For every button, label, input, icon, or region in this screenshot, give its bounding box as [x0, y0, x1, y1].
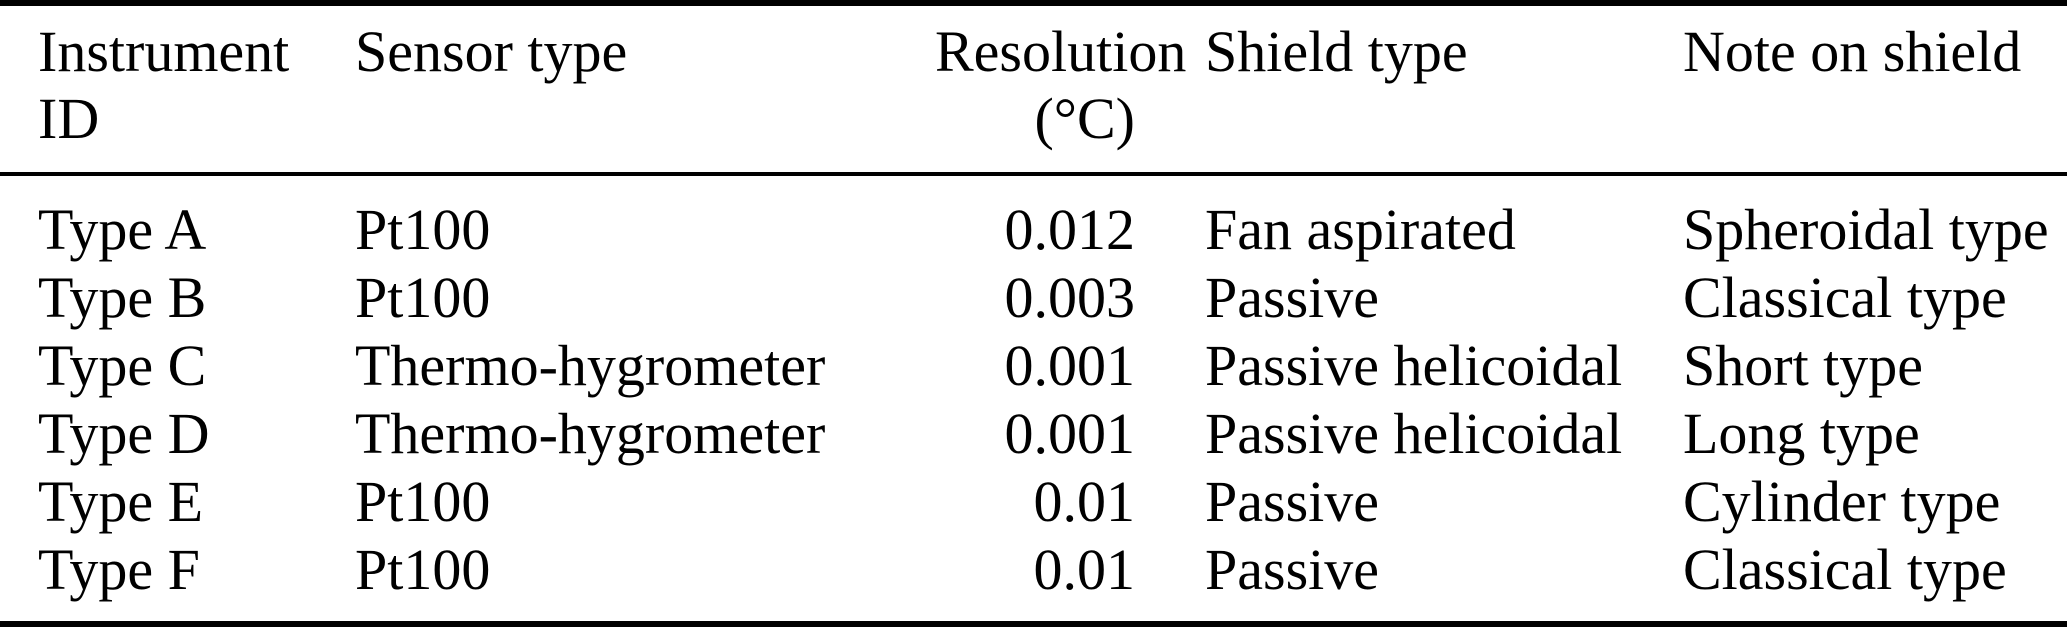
- cell-note-on-shield: Long type: [1683, 401, 1920, 466]
- header-resolution-line2: (°C): [1034, 86, 1135, 151]
- table-body: Type A Pt100 0.012 Fan aspirated Spheroi…: [0, 176, 2067, 621]
- cell-instrument-id: Type A: [38, 197, 207, 262]
- cell-sensor-type: Thermo-hygrometer: [355, 401, 826, 466]
- table-mid-rule: [0, 172, 2067, 176]
- cell-resolution: 0.003: [1004, 265, 1136, 330]
- header-instrument-id-line2: ID: [38, 86, 100, 151]
- cell-shield-type: Passive helicoidal: [1205, 401, 1623, 466]
- cell-sensor-type: Pt100: [355, 265, 491, 330]
- header-instrument-id-line1: Instrument: [38, 19, 290, 84]
- cell-instrument-id: Type F: [38, 537, 200, 602]
- cell-note-on-shield: Spheroidal type: [1683, 197, 2049, 262]
- table-row: Type E Pt100 0.01 Passive Cylinder type: [0, 468, 2067, 536]
- table-header-row: Instrument ID Sensor type Resolution (°C…: [0, 6, 2067, 172]
- cell-instrument-id: Type D: [38, 401, 210, 466]
- cell-shield-type: Passive: [1205, 265, 1379, 330]
- table-bottom-rule: [0, 621, 2067, 627]
- header-resolution-line1: Resolution: [935, 19, 1187, 84]
- column-header-note-on-shield: Note on shield: [1683, 19, 2022, 84]
- cell-shield-type: Fan aspirated: [1205, 197, 1516, 262]
- column-header-resolution: Resolution (°C): [935, 18, 1187, 152]
- cell-note-on-shield: Cylinder type: [1683, 469, 2001, 534]
- cell-instrument-id: Type B: [38, 265, 207, 330]
- table-row: Type D Thermo-hygrometer 0.001 Passive h…: [0, 400, 2067, 468]
- column-header-shield-type: Shield type: [1205, 19, 1468, 84]
- cell-resolution: 0.01: [1033, 469, 1136, 534]
- cell-note-on-shield: Short type: [1683, 333, 1924, 398]
- cell-note-on-shield: Classical type: [1683, 537, 2007, 602]
- cell-sensor-type: Pt100: [355, 197, 491, 262]
- cell-sensor-type: Thermo-hygrometer: [355, 333, 826, 398]
- cell-shield-type: Passive: [1205, 537, 1379, 602]
- cell-resolution: 0.001: [1004, 333, 1136, 398]
- cell-instrument-id: Type C: [38, 333, 207, 398]
- column-header-sensor-type: Sensor type: [355, 19, 628, 84]
- cell-note-on-shield: Classical type: [1683, 265, 2007, 330]
- cell-resolution: 0.001: [1004, 401, 1136, 466]
- cell-sensor-type: Pt100: [355, 537, 491, 602]
- cell-resolution: 0.01: [1033, 537, 1136, 602]
- column-header-instrument-id: Instrument ID: [0, 18, 355, 152]
- table-top-rule: [0, 0, 2067, 6]
- table-row: Type A Pt100 0.012 Fan aspirated Spheroi…: [0, 196, 2067, 264]
- cell-instrument-id: Type E: [38, 469, 204, 534]
- cell-resolution: 0.012: [1004, 197, 1136, 262]
- cell-shield-type: Passive helicoidal: [1205, 333, 1623, 398]
- table-row: Type B Pt100 0.003 Passive Classical typ…: [0, 264, 2067, 332]
- cell-shield-type: Passive: [1205, 469, 1379, 534]
- table-row: Type C Thermo-hygrometer 0.001 Passive h…: [0, 332, 2067, 400]
- cell-sensor-type: Pt100: [355, 469, 491, 534]
- table-row: Type F Pt100 0.01 Passive Classical type: [0, 536, 2067, 604]
